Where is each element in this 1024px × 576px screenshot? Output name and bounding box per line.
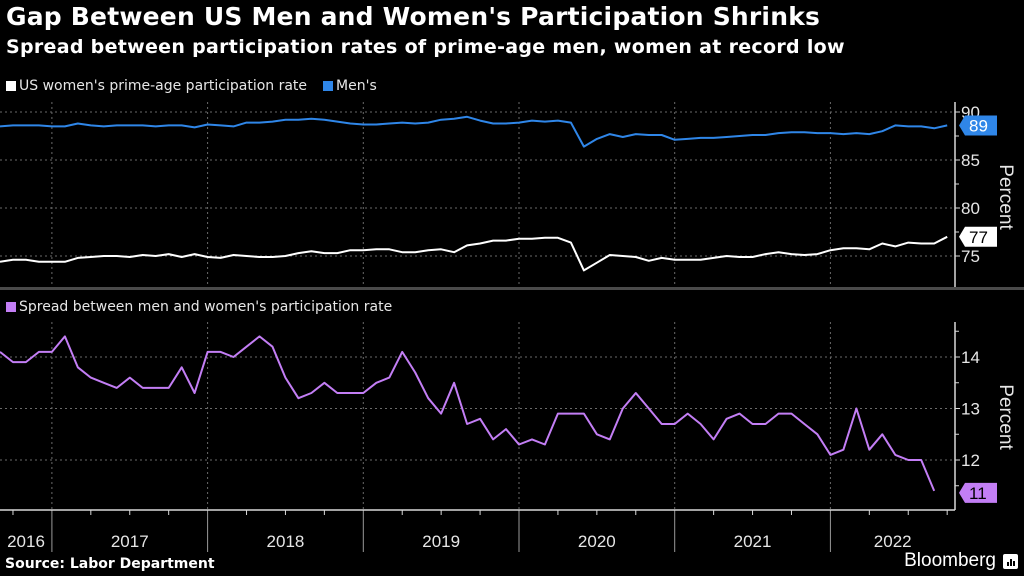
x-year-label: 2021 xyxy=(734,532,772,551)
bottom-y-tick-label: 12 xyxy=(961,451,980,470)
top-grid xyxy=(0,102,955,287)
spread-series-line xyxy=(0,335,936,492)
legend-label-women: US women's prime-age participation rate xyxy=(19,78,308,94)
legend-item-spread: Spread between men and women's participa… xyxy=(6,299,392,315)
panel-divider xyxy=(0,287,1024,290)
bloomberg-chart-icon xyxy=(1003,554,1018,569)
brand-logo: Bloomberg xyxy=(904,550,996,571)
x-year-label: 2019 xyxy=(422,532,460,551)
source-note: Source: Labor Department xyxy=(5,556,215,572)
x-year-label: 2016 xyxy=(7,532,45,551)
legend-item-women: US women's prime-age participation rate xyxy=(6,78,307,94)
x-year-label: 2022 xyxy=(874,532,912,551)
men-end-label-bg xyxy=(959,115,997,136)
x-year-label: 2017 xyxy=(111,532,149,551)
chart-subtitle: Spread between participation rates of pr… xyxy=(6,36,845,58)
legend-label-spread: Spread between men and women's participa… xyxy=(19,299,393,315)
men-end-label: 89 xyxy=(969,116,988,135)
men-series-line xyxy=(0,115,948,148)
top-legend: US women's prime-age participation rate … xyxy=(6,78,393,94)
top-y-tick-label: 80 xyxy=(961,199,980,218)
women-end-label-bg xyxy=(959,226,997,247)
bottom-y-tick-label: 14 xyxy=(961,348,980,367)
bottom-grid xyxy=(0,322,955,510)
x-year-label: 2020 xyxy=(578,532,616,551)
top-y-tick-label: 85 xyxy=(961,151,980,170)
spread-end-label-bg xyxy=(959,482,997,503)
legend-swatch-men xyxy=(323,81,334,91)
legend-item-men: Men's xyxy=(323,78,377,94)
bottom-y-axis-title: Percent xyxy=(995,384,1016,450)
bottom-y-tick-label: 13 xyxy=(961,400,980,419)
top-y-tick-label: 75 xyxy=(961,247,980,266)
chart-title: Gap Between US Men and Women's Participa… xyxy=(6,2,821,31)
x-year-label: 2018 xyxy=(267,532,305,551)
bottom-lines xyxy=(0,335,936,492)
top-lines xyxy=(0,115,948,272)
bottom-legend: Spread between men and women's participa… xyxy=(6,299,408,315)
women-end-label: 77 xyxy=(969,228,988,247)
spread-end-label: 11 xyxy=(969,484,987,503)
top-y-axis-title: Percent xyxy=(995,164,1016,230)
legend-label-men: Men's xyxy=(336,78,377,94)
legend-swatch-women xyxy=(6,81,16,91)
women-series-line xyxy=(0,235,948,272)
legend-swatch-spread xyxy=(6,302,16,312)
